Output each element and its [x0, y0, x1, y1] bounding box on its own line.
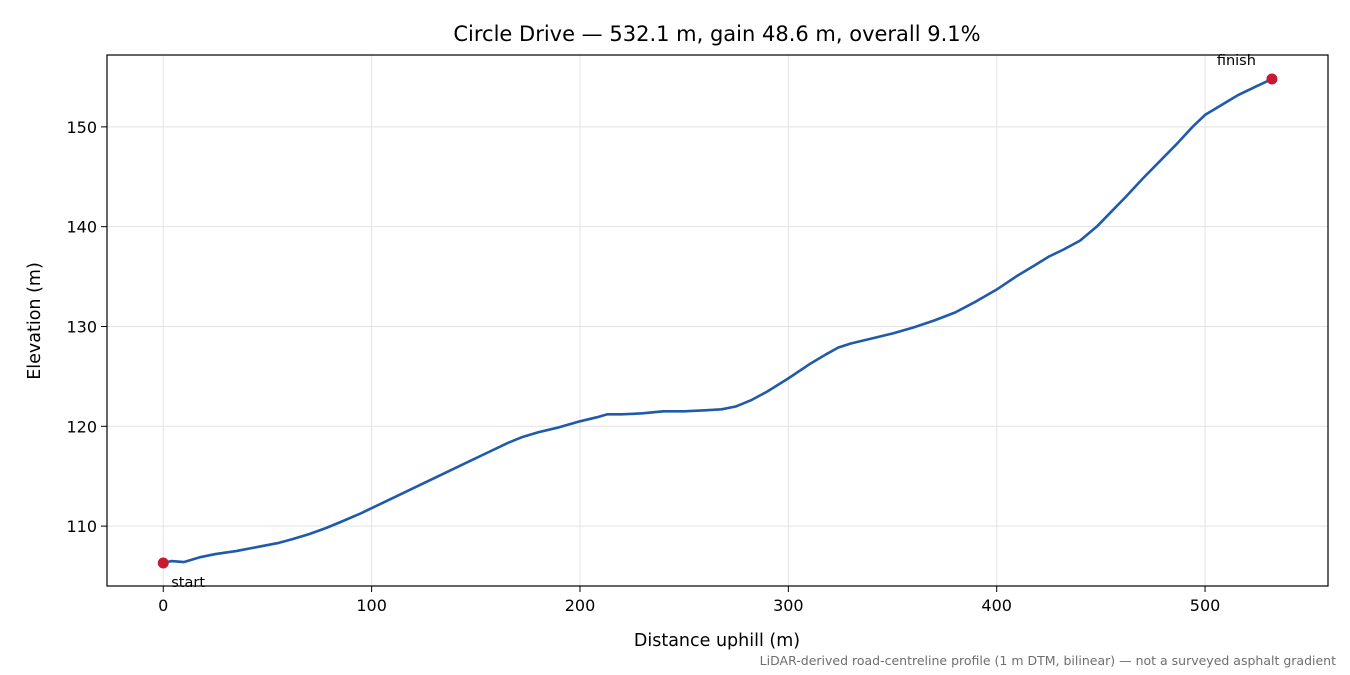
- y-tick-label: 130: [66, 317, 97, 336]
- x-tick-label: 300: [773, 596, 804, 615]
- y-tick-label: 140: [66, 218, 97, 237]
- x-tick-label: 500: [1190, 596, 1221, 615]
- x-tick-label: 100: [356, 596, 387, 615]
- start-label: start: [171, 575, 205, 591]
- y-tick-label: 110: [66, 517, 97, 536]
- finish-label: finish: [1217, 53, 1256, 69]
- start-marker: [157, 557, 169, 569]
- x-tick-label: 0: [158, 596, 168, 615]
- finish-marker: [1266, 73, 1278, 85]
- y-axis-ticks: 110 120 130 140 150: [66, 118, 107, 536]
- x-tick-label: 200: [565, 596, 596, 615]
- y-tick-label: 120: [66, 417, 97, 436]
- chart-title: Circle Drive — 532.1 m, gain 48.6 m, ove…: [453, 22, 980, 46]
- plot-frame: [106, 54, 1329, 587]
- elevation-profile-line: [161, 77, 1274, 565]
- endpoint-markers: start finish: [157, 53, 1278, 591]
- x-tick-label: 400: [981, 596, 1012, 615]
- y-tick-label: 150: [66, 118, 97, 137]
- y-axis-label: Elevation (m): [25, 262, 45, 380]
- footnote: LiDAR-derived road-centreline profile (1…: [760, 653, 1336, 668]
- grid-lines: [107, 55, 1328, 586]
- x-axis-label: Distance uphill (m): [634, 631, 800, 651]
- x-axis-ticks: 0 100 200 300 400 500: [158, 586, 1220, 615]
